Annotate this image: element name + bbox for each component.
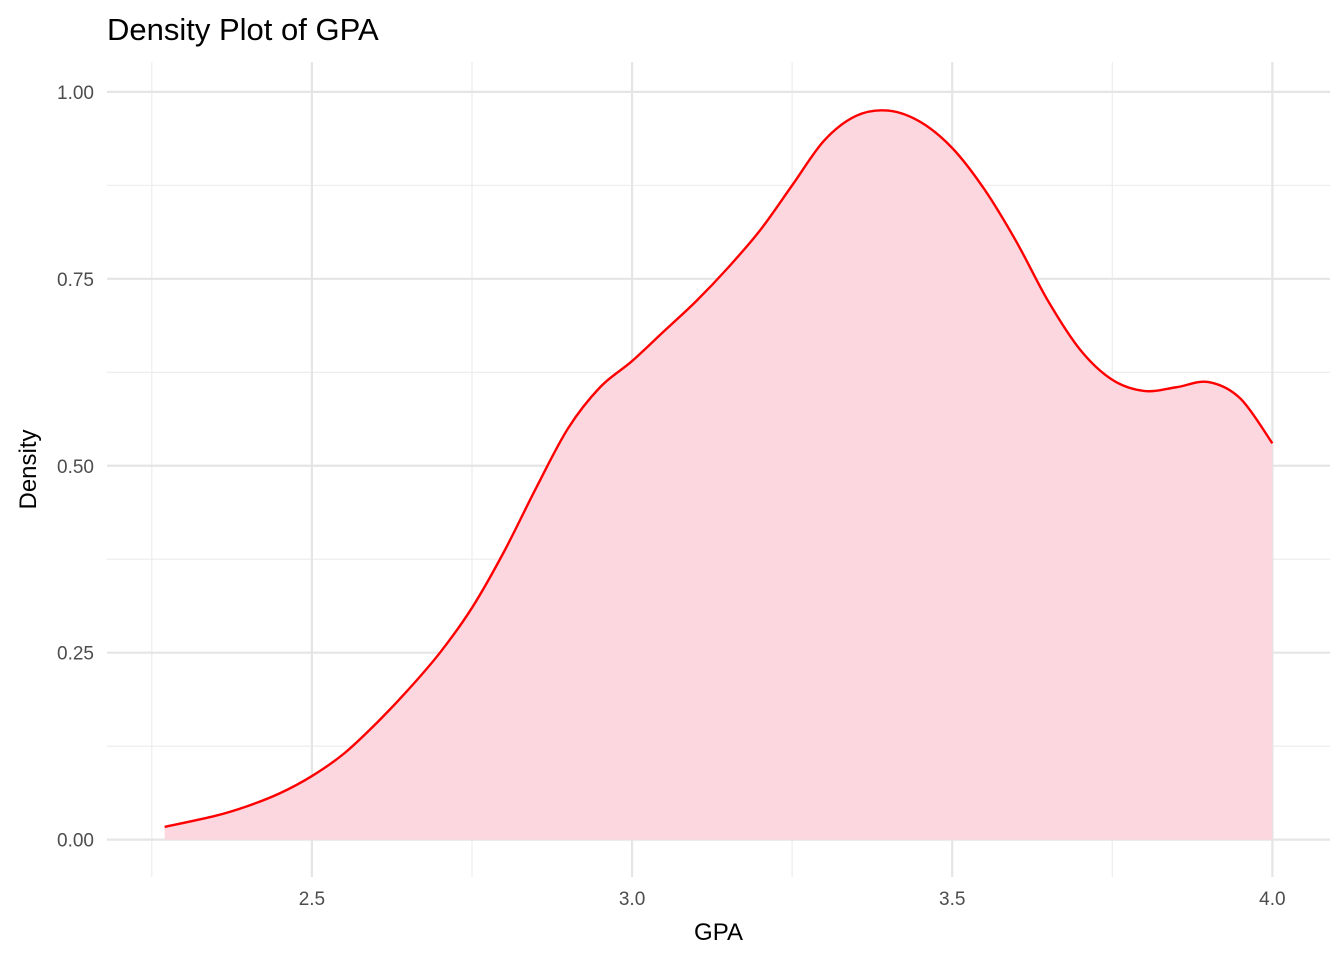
chart-title: Density Plot of GPA — [107, 12, 379, 47]
y-tick-label: 0.25 — [57, 644, 94, 665]
x-tick-label: 3.0 — [619, 889, 645, 910]
density-area-layer — [164, 110, 1273, 840]
density-line — [164, 109, 1274, 829]
x-tick-labels: 2.5 3.0 3.5 4.0 — [299, 889, 1286, 910]
density-area — [164, 110, 1273, 840]
y-tick-label: 1.00 — [57, 83, 94, 104]
x-tick-label: 4.0 — [1259, 889, 1285, 910]
density-line-layer — [164, 109, 1274, 829]
x-axis-title: GPA — [694, 919, 743, 946]
y-tick-label: 0.50 — [57, 457, 94, 478]
y-tick-label: 0.75 — [57, 270, 94, 291]
y-tick-label: 0.00 — [57, 831, 94, 852]
y-tick-labels: 0.00 0.25 0.50 0.75 1.00 — [57, 83, 94, 852]
x-tick-label: 3.5 — [939, 889, 965, 910]
y-axis-title: Density — [15, 429, 42, 509]
x-tick-label: 2.5 — [299, 889, 325, 910]
